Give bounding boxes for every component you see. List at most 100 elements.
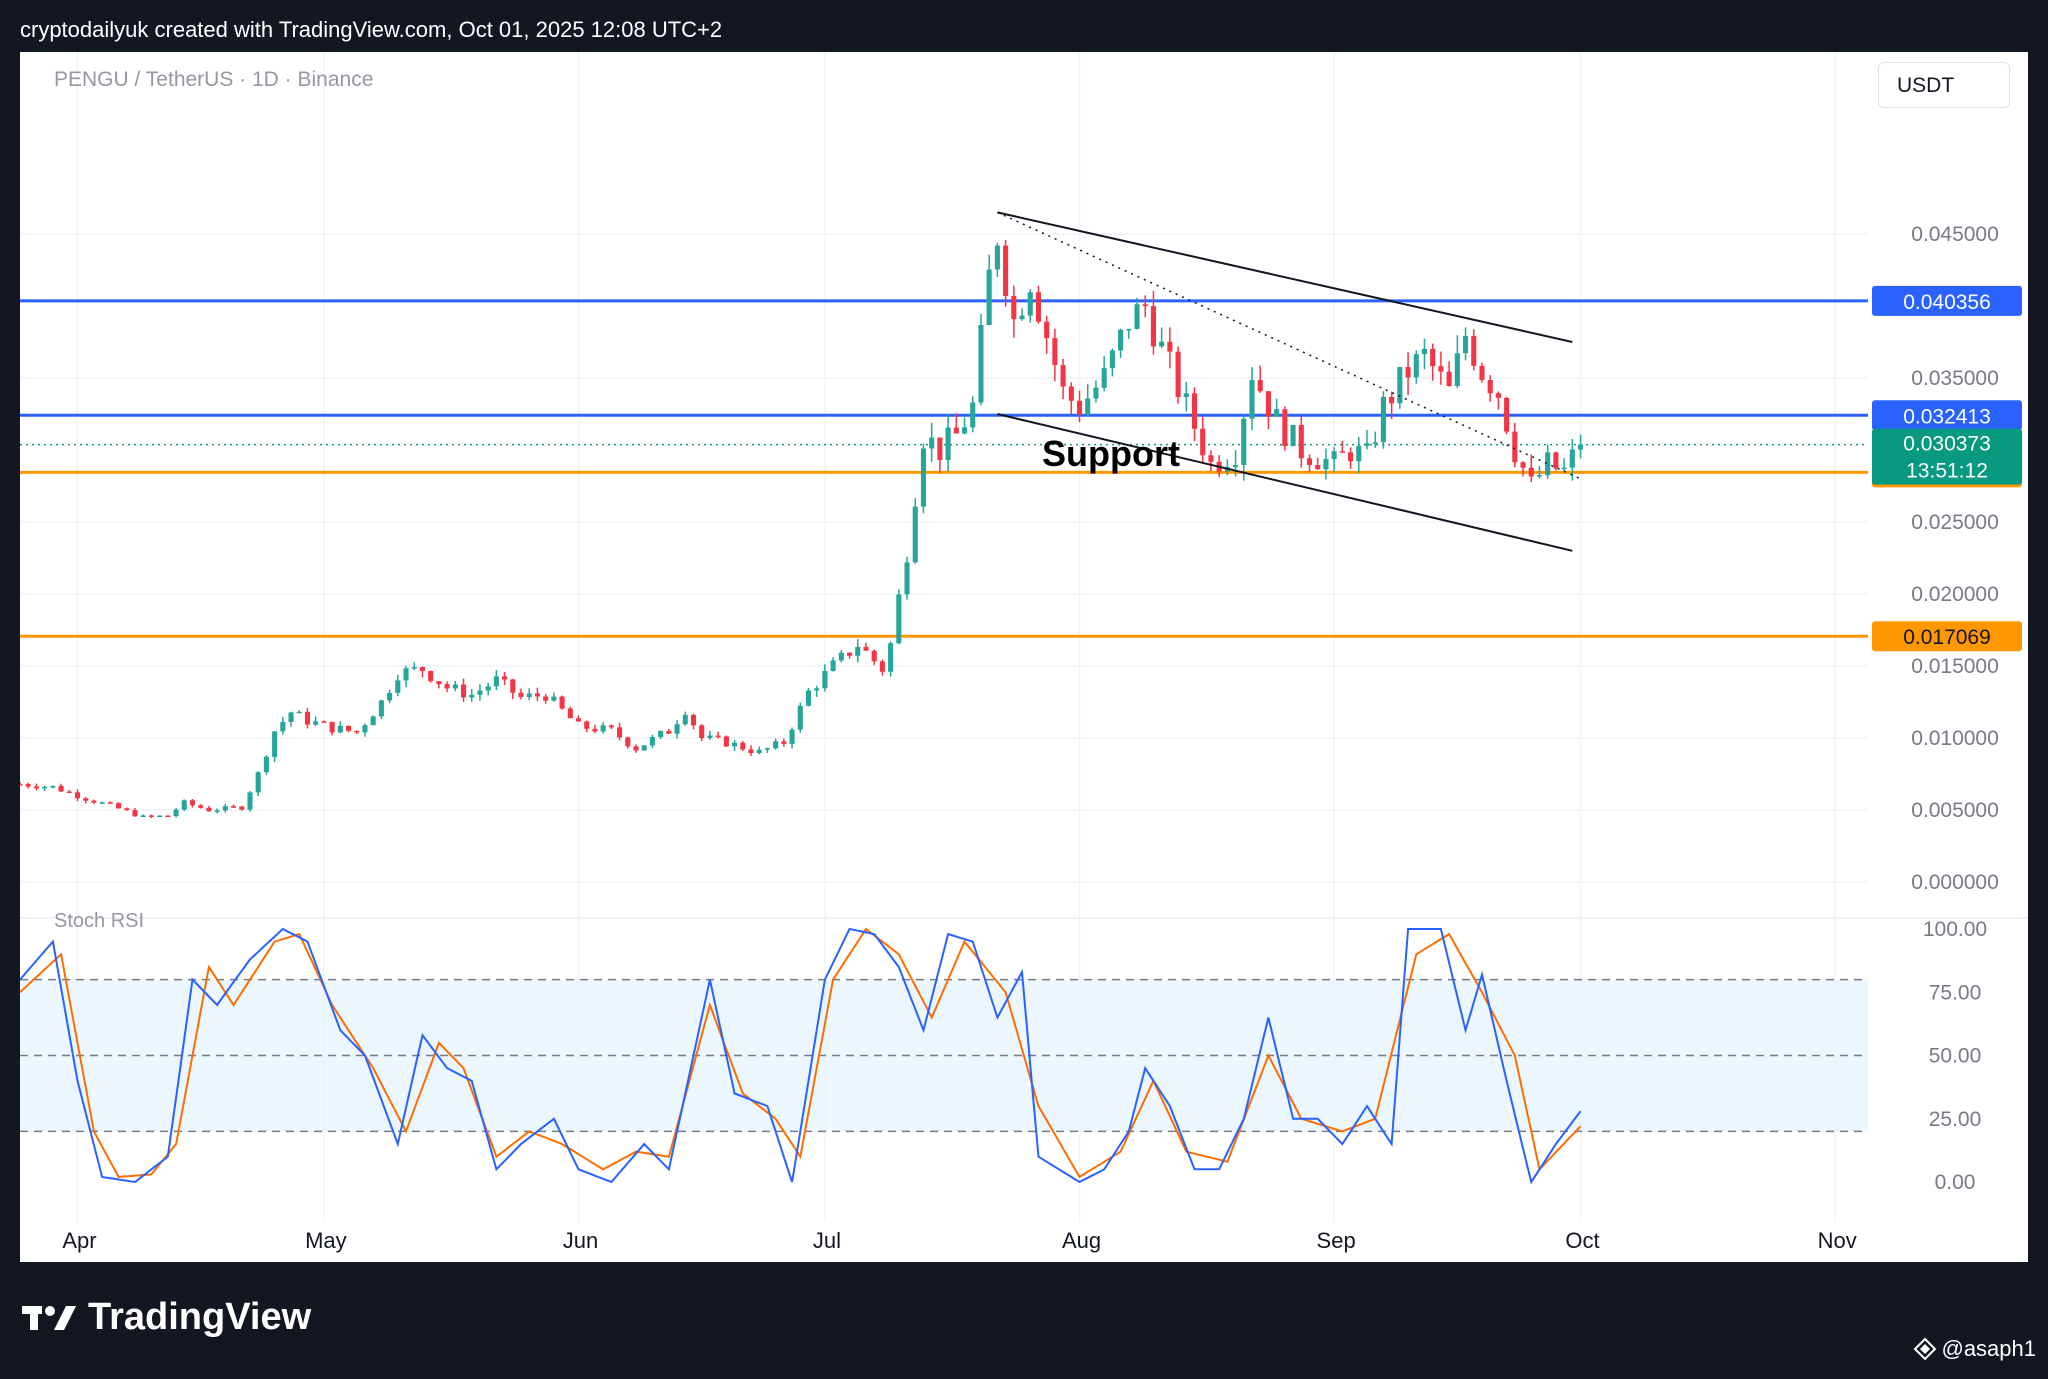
candle-body: [871, 650, 877, 662]
candle-body: [1298, 424, 1304, 459]
candle-body: [1052, 338, 1058, 366]
channel-trendline[interactable]: [997, 413, 1573, 552]
candle-body: [526, 693, 532, 697]
candle-body: [1274, 409, 1280, 417]
candle-body: [822, 670, 828, 689]
candle-body: [288, 712, 294, 722]
tradingview-wordmark: TradingView: [88, 1296, 312, 1338]
candle-body: [600, 725, 606, 732]
candle-body: [740, 742, 746, 750]
candle-body: [1142, 304, 1148, 307]
month-label: Nov: [1818, 1228, 1857, 1253]
candle-body: [904, 562, 910, 595]
candle-body: [387, 692, 393, 701]
candle-body: [1134, 304, 1140, 329]
candle-body: [1487, 380, 1493, 394]
currency-selector[interactable]: USDT: [1878, 62, 2010, 108]
candle-body: [42, 786, 48, 789]
candle-body: [838, 652, 844, 661]
price-tick-label: 0.010000: [1911, 727, 1999, 750]
candle-body: [518, 692, 524, 697]
candle-body: [107, 802, 113, 804]
candle-body: [222, 806, 228, 811]
candle-body: [888, 643, 894, 672]
candle-body: [296, 711, 302, 714]
candle-body: [20, 784, 23, 786]
candle-body: [345, 725, 352, 731]
candle-body: [1085, 398, 1091, 415]
candle-body: [699, 725, 705, 739]
candle-body: [1372, 442, 1378, 444]
candle-body: [1093, 387, 1099, 399]
candle-body: [99, 802, 105, 804]
candle-body: [723, 736, 729, 747]
candle-body: [395, 680, 401, 693]
stoch-tick-label: 75.00: [1929, 981, 1982, 1004]
candle-body: [91, 800, 97, 803]
candle-body: [1569, 449, 1575, 468]
candle-body: [419, 667, 425, 671]
candle-body: [1249, 380, 1255, 419]
candle-body: [411, 667, 417, 669]
candle-body: [58, 785, 64, 792]
candle-body: [953, 427, 959, 434]
candle-body: [255, 772, 261, 793]
candle-body: [1011, 295, 1017, 320]
candle-body: [732, 742, 738, 747]
candle-body: [1577, 444, 1584, 450]
candle-body: [748, 749, 754, 754]
candle-body: [896, 594, 902, 644]
candle-body: [1421, 348, 1428, 355]
candle-body: [124, 808, 130, 811]
candle-body: [1126, 328, 1132, 331]
candle-body: [189, 800, 196, 806]
candle-body: [773, 741, 779, 749]
candle-body: [814, 688, 820, 691]
candle-body: [847, 652, 853, 656]
candle-body: [633, 746, 639, 751]
candle-body: [1348, 452, 1354, 462]
candle-body: [1405, 367, 1411, 378]
candle-body: [625, 737, 631, 747]
candle-body: [617, 727, 623, 738]
candle-body: [649, 737, 655, 746]
candle-body: [781, 741, 787, 744]
candle-body: [543, 696, 549, 701]
candle-body: [1389, 396, 1395, 404]
candle-body: [608, 725, 614, 728]
candle-body: [493, 676, 499, 687]
month-label: May: [305, 1228, 347, 1253]
candle-body: [354, 730, 360, 733]
candle-body: [1520, 462, 1526, 468]
candle-body: [1191, 393, 1198, 429]
candle-body: [855, 646, 861, 656]
chart-panel[interactable]: 0.0403560.0324130.0284450.0170690.030373…: [20, 52, 2028, 1262]
candle-body: [641, 745, 647, 751]
candle-body: [1175, 351, 1181, 397]
candle-body: [690, 714, 697, 726]
candle-body: [789, 729, 795, 744]
channel-trendline[interactable]: [997, 211, 1573, 343]
candle-body: [1512, 431, 1518, 463]
candle-body: [1257, 380, 1263, 392]
candle-body: [1397, 367, 1403, 404]
month-label: Jul: [813, 1228, 841, 1253]
candle-body: [337, 725, 343, 733]
candle-body: [1035, 292, 1041, 322]
price-tick-label: 0.020000: [1911, 583, 1999, 606]
candle-body: [797, 705, 803, 730]
candle-body: [370, 716, 376, 726]
candle-body: [1068, 386, 1074, 401]
candle-body: [1528, 467, 1534, 477]
price-level-tag-text: 0.032413: [1903, 405, 1991, 428]
candle-body: [830, 660, 836, 671]
candle-body: [436, 681, 442, 685]
candle-body: [1413, 354, 1419, 378]
price-chart[interactable]: 0.0403560.0324130.0284450.0170690.030373…: [20, 52, 2028, 1262]
candle-body: [1339, 451, 1345, 453]
last-price-tag: [1872, 428, 2022, 485]
candle-body: [206, 807, 212, 812]
dotted-trendline[interactable]: [997, 211, 1581, 480]
candle-body: [1241, 418, 1247, 466]
month-label: Jun: [563, 1228, 598, 1253]
